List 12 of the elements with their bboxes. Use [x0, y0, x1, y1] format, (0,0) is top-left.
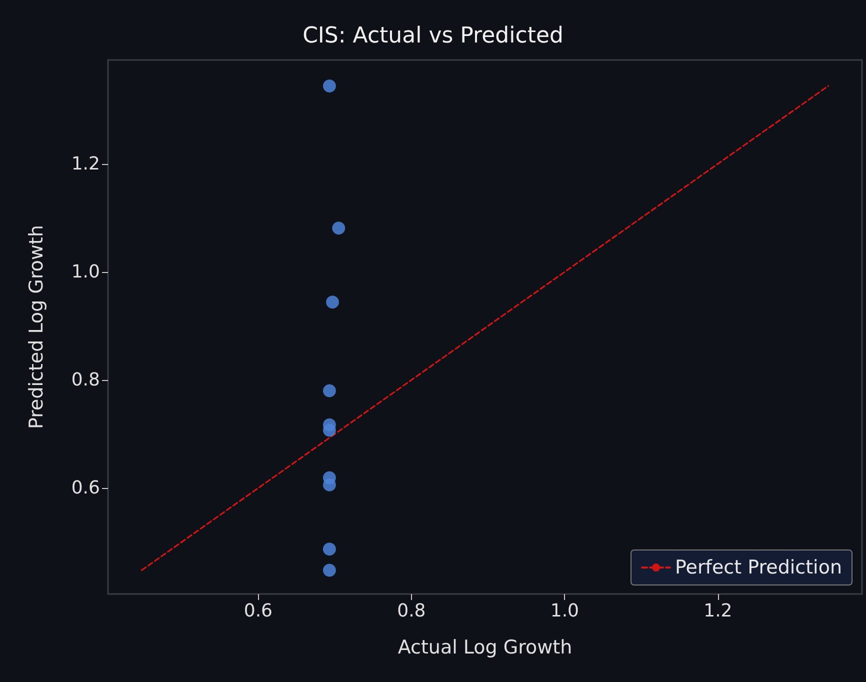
x-tick-label: 1.2: [704, 600, 732, 622]
y-axis-title: Predicted Log Growth: [26, 225, 48, 429]
legend-label: Perfect Prediction: [675, 556, 842, 578]
y-tick-label: 1.2: [71, 153, 100, 174]
y-tick-label: 0.6: [71, 478, 100, 499]
y-tick-label: 0.8: [71, 369, 100, 390]
x-tick-label: 0.6: [244, 600, 273, 622]
x-tick-label: 1.0: [550, 600, 580, 622]
x-tick-label: 0.8: [397, 600, 426, 622]
y-tick-label: 1.0: [71, 261, 100, 282]
chart-title: CIS: Actual vs Predicted: [302, 24, 564, 48]
x-axis-title: Actual Log Growth: [398, 636, 572, 658]
